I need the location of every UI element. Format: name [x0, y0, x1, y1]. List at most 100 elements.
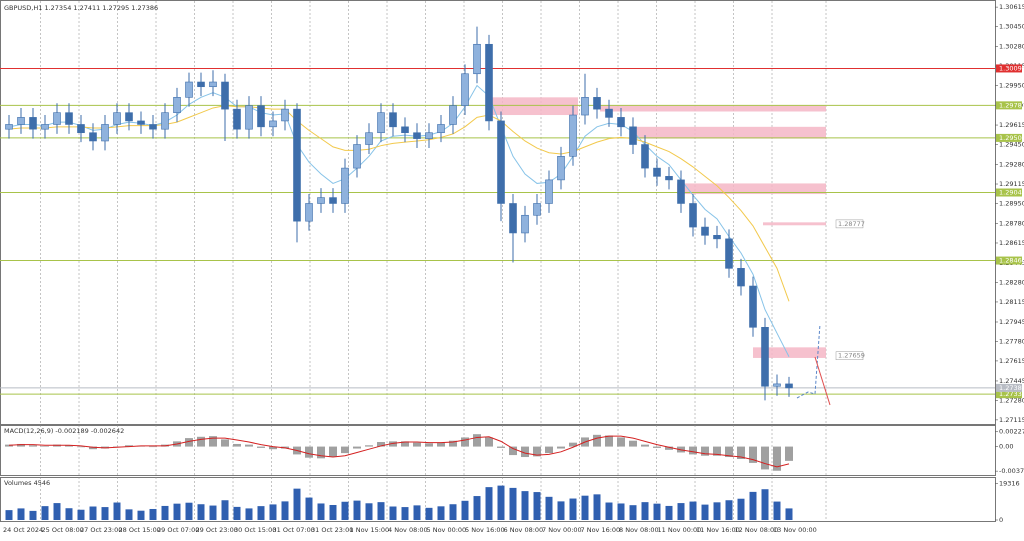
candle-body — [521, 214, 529, 234]
macd-bar — [725, 446, 733, 458]
volume-tick-label: 19316 — [999, 479, 1020, 487]
candle-body — [677, 179, 685, 204]
candle-body — [461, 73, 469, 106]
macd-bar — [605, 435, 613, 447]
x-tick-label: 1 Nov 15:00 — [350, 526, 390, 534]
volume-bar — [53, 503, 61, 520]
volume-bar — [737, 498, 745, 520]
candle-body — [341, 167, 349, 204]
candle-body — [497, 120, 505, 204]
volume-bar — [593, 494, 601, 520]
level-label: 1.29782 — [999, 101, 1024, 109]
zone — [753, 347, 826, 358]
candle-body — [713, 235, 721, 240]
volume-bar — [329, 504, 337, 520]
candle-body — [485, 43, 493, 122]
candle-body — [437, 124, 445, 134]
macd-bar — [653, 446, 661, 448]
volume-bar — [221, 500, 229, 520]
volume-bar — [545, 496, 553, 520]
macd-bar — [509, 446, 517, 456]
volume-bar — [281, 501, 289, 520]
volume-bar — [77, 509, 85, 520]
candle-body — [533, 203, 541, 216]
macd-bar — [341, 446, 349, 454]
volume-bar — [197, 504, 205, 520]
volume-bar — [101, 507, 109, 520]
y-tick-label: 1.30280 — [999, 43, 1024, 51]
volume-bar — [125, 509, 133, 520]
volume-bar — [17, 508, 25, 520]
candle-body — [557, 156, 565, 181]
volume-bar — [149, 508, 157, 520]
candle-body — [77, 124, 85, 134]
x-tick-label: 11 Nov 00:00 — [658, 526, 702, 534]
volume-bar — [425, 507, 433, 520]
zone — [630, 126, 826, 139]
y-tick-label: 1.27445 — [999, 377, 1024, 385]
candle-body — [281, 108, 289, 122]
candle-body — [113, 112, 121, 125]
volume-bar — [377, 502, 385, 520]
volume-bar — [785, 508, 793, 520]
ma-slow — [8, 105, 790, 302]
candle-body — [53, 112, 61, 125]
volume-bar — [317, 503, 325, 520]
macd-bar — [329, 446, 337, 458]
macd-bar — [125, 445, 133, 447]
volume-bar — [509, 487, 517, 520]
candle-body — [221, 81, 229, 110]
volume-bar — [629, 505, 637, 520]
candle-body — [425, 132, 433, 139]
macd-bar — [401, 441, 409, 447]
macd-bar — [41, 445, 49, 447]
macd-bar — [569, 442, 577, 447]
volume-bar — [533, 492, 541, 520]
y-tick-label: 1.29450 — [999, 141, 1024, 149]
y-tick-label: 1.29950 — [999, 82, 1024, 90]
macd-bar — [29, 445, 37, 447]
candle-body — [785, 383, 793, 389]
volume-tick-label: 0 — [999, 516, 1003, 524]
zone — [763, 222, 826, 226]
macd-bar — [221, 439, 229, 447]
macd-bar — [689, 446, 697, 455]
macd-bar — [533, 446, 541, 457]
x-tick-label: 7 Nov 00:00 — [542, 526, 582, 534]
level-label-box — [996, 133, 1022, 142]
candle-body — [737, 268, 745, 287]
candle-body — [725, 238, 733, 269]
y-tick-label: 1.29280 — [999, 161, 1024, 169]
volume-bar — [89, 506, 97, 520]
macd-label: MACD(12,26,9) -0.002189 -0.002642 — [4, 427, 124, 435]
level-label: 1.28466 — [999, 257, 1024, 265]
volume-bar — [761, 489, 769, 520]
volume-bar — [653, 503, 661, 520]
candle-body — [689, 203, 697, 228]
candle-body — [89, 132, 97, 142]
candle-body — [353, 144, 361, 169]
y-tick-label: 1.28780 — [999, 220, 1024, 228]
macd-tick-label: 0.002275 — [999, 428, 1024, 436]
volume-bar — [41, 506, 49, 520]
macd-bar — [77, 446, 85, 448]
volume-bar — [401, 507, 409, 520]
zone — [600, 105, 826, 112]
volume-panel — [0, 477, 996, 522]
macd-bar — [737, 446, 745, 459]
volume-bar — [389, 506, 397, 520]
volume-bar — [665, 505, 673, 520]
x-tick-label: 12 Nov 08:00 — [735, 526, 779, 534]
x-tick-label: 11 Nov 16:00 — [696, 526, 740, 534]
macd-bar — [461, 437, 469, 447]
x-tick-label: 29 Oct 23:00 — [196, 526, 238, 534]
volume-bar — [305, 497, 313, 520]
candle-body — [605, 108, 613, 118]
x-tick-label: 28 Oct 15:00 — [119, 526, 161, 534]
price-label-box — [835, 219, 864, 229]
volume-bar — [449, 504, 457, 520]
candle-body — [401, 126, 409, 134]
macd-bar — [233, 443, 241, 447]
macd-bar — [485, 437, 493, 447]
